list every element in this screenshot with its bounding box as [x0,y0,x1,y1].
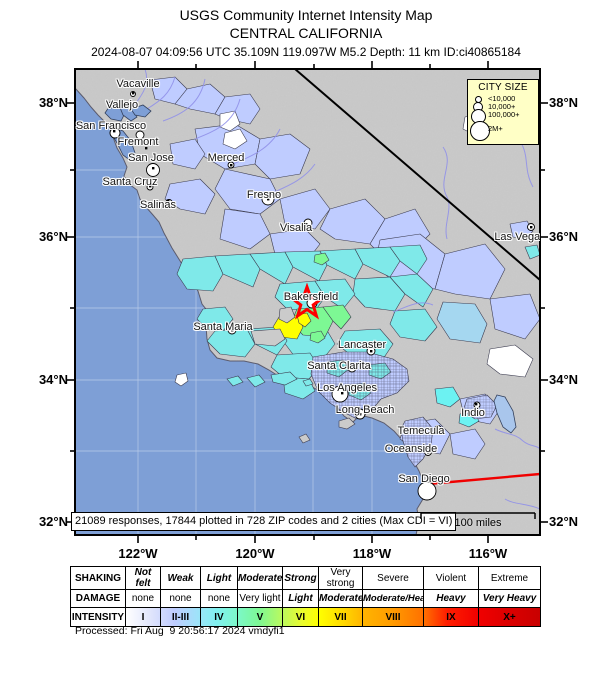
lat-label-32n-left: 32°N [38,514,68,529]
city-label-vacaville: Vacaville [116,78,160,90]
lon-label-118w: 118°W [352,546,392,561]
damage-cell: Light [282,589,319,608]
city-label-salinas: Salinas [139,199,177,211]
city-label-santa-maria: Santa Maria [193,321,253,333]
intensity-cell-ix: IX [423,607,479,627]
city-size-entry-2: 100,000+ [488,110,520,119]
damage-cell: Moderate/Heavy [362,589,424,608]
scale-bar-label: 100 miles [454,517,502,529]
lon-label-116w: 116°W [468,546,508,561]
intensity-cell-vii: VII [318,607,363,627]
city-label-san-diego: San Diego [398,473,450,485]
city-size-circle-xlarge [470,121,490,141]
legend-header-damage: DAMAGE [70,589,126,608]
city-label-vallejo: Vallejo [105,99,139,111]
intensity-cell-ii-iii: II-III [160,607,201,627]
intensity-cell-viii: VIII [362,607,424,627]
city-label-visalia: Visalia [279,222,313,234]
legend-header-shaking: SHAKING [70,566,126,590]
lat-label-32n-right: 32°N [549,514,579,529]
damage-cell: Moderate [318,589,363,608]
page-title: USGS Community Internet Intensity Map [179,7,433,23]
city-label-los-angeles: Los Angeles [317,382,377,394]
city-size-title: CITY SIZE [478,82,528,93]
lat-label-36n-right: 36°N [549,229,579,244]
shaking-cell: Weak [160,566,201,590]
lat-label-34n-right: 34°N [549,372,579,387]
lon-label-122w: 122°W [118,546,158,561]
city-label-long-beach: Long Beach [335,404,395,416]
response-status: 21089 responses, 17844 plotted in 728 ZI… [71,512,457,531]
damage-cell: none [160,589,201,608]
lat-label-36n-left: 36°N [38,229,68,244]
intensity-cell-v: V [237,607,283,627]
city-label-san-francisco: San Francisco [75,120,147,132]
city-label-fremont: Fremont [117,136,159,148]
damage-cell: Very Heavy [478,589,541,608]
intensity-cell-iv: IV [200,607,238,627]
city-label-bakersfield: Bakersfield [283,291,339,303]
city-label-san-jose: San Jose [128,152,174,164]
shaking-cell: Moderate [237,566,283,590]
intensity-cell-vi: VI [282,607,319,627]
lon-label-120w: 120°W [235,546,275,561]
city-size-legend: CITY SIZE <10,000 10,000+ 100,000+ 2M+ [467,79,539,145]
damage-cell: Heavy [423,589,479,608]
shaking-cell: Strong [282,566,319,590]
shaking-cell: Extreme [478,566,541,590]
lat-label-38n-right: 38°N [549,95,579,110]
shaking-cell: Severe [362,566,424,590]
city-label-fresno: Fresno [246,189,282,201]
damage-cell: none [200,589,238,608]
region-title: CENTRAL CALIFORNIA [229,25,383,41]
city-label-temecula: Temecula [397,425,445,437]
city-size-entry-3: 2M+ [488,124,503,133]
intensity-cell-x: X+ [478,607,541,627]
damage-cell: Very light [237,589,283,608]
shaking-cell: Violent [423,566,479,590]
shaking-cell: Not felt [125,566,161,590]
legend-row-shaking: SHAKING Not felt Weak Light Moderate Str… [70,566,541,590]
scale-bar: 100 miles [420,512,536,529]
legend-row-damage: DAMAGE none none none Very light Light M… [70,589,541,608]
intensity-cell-i: I [125,607,161,627]
shaking-cell: Light [200,566,238,590]
processed-timestamp: Processed: Fri Aug 9 20:56:17 2024 vmdyf… [75,625,285,637]
lat-label-38n-left: 38°N [38,95,68,110]
shaking-cell: Very strong [318,566,363,590]
city-label-santa-cruz: Santa Cruz [102,176,158,188]
city-label-indio: Indio [461,407,485,419]
city-label-oceanside: Oceanside [384,443,438,455]
legend-header-intensity: INTENSITY [70,607,126,627]
damage-cell: none [125,589,161,608]
legend-row-intensity: INTENSITY I II-III IV V VI VII VIII IX X… [70,607,541,627]
lat-label-34n-left: 34°N [38,372,68,387]
intensity-legend: SHAKING Not felt Weak Light Moderate Str… [70,566,541,627]
event-summary: 2024-08-07 04:09:56 UTC 35.109N 119.097W… [91,45,521,59]
city-label-santa-clarita: Santa Clarita [307,360,371,372]
intensity-legend-table: SHAKING Not felt Weak Light Moderate Str… [70,566,541,627]
city-label-merced: Merced [207,152,245,164]
city-label-lancaster: Lancaster [337,339,387,351]
city-label-las-vegas: Las Vegas [494,231,540,243]
